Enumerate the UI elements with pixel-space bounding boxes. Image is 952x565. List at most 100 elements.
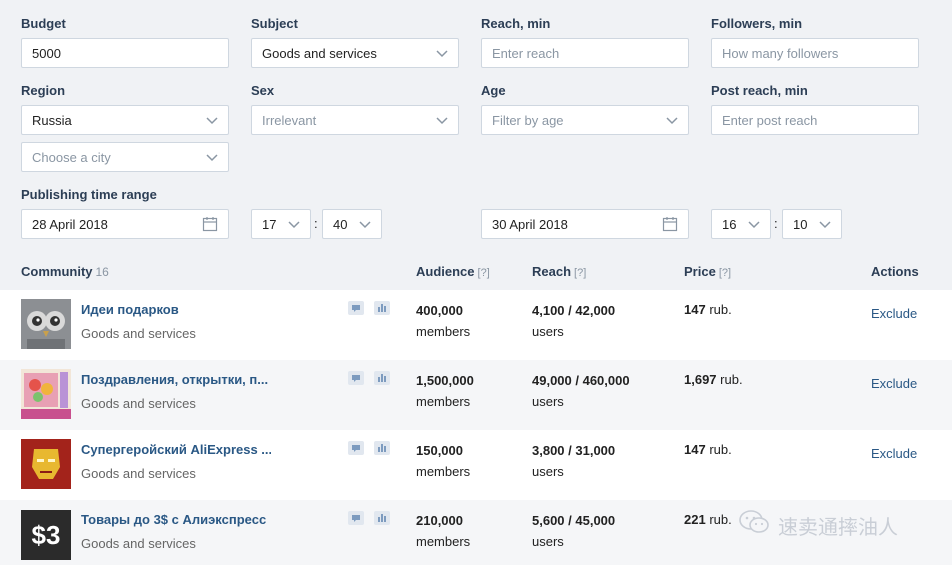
community-name-link[interactable]: Идеи подарков <box>81 302 179 317</box>
message-icon[interactable] <box>348 301 364 315</box>
price-header-label: Price <box>684 264 716 279</box>
actions-header: Actions <box>871 264 919 279</box>
from-hour-select[interactable]: 17 <box>251 209 311 239</box>
message-icon[interactable] <box>348 511 364 525</box>
audience-value: 1,500,000 <box>416 373 474 388</box>
community-subject: Goods and services <box>81 326 196 341</box>
exclude-link[interactable]: Exclude <box>871 306 918 321</box>
exclude-link[interactable]: Exclude <box>871 446 918 461</box>
price-cell: 221 rub. <box>684 512 732 527</box>
table-row: Идеи подарков Goods and services 400,000… <box>0 290 952 360</box>
city-select[interactable]: Choose a city <box>21 142 229 172</box>
reach-min-input[interactable]: Enter reach <box>481 38 689 68</box>
publishing-time-label: Publishing time range <box>21 187 157 202</box>
chevron-down-icon <box>748 218 760 230</box>
reach-unit: users <box>532 534 564 549</box>
dollar3-avatar-text: $3 <box>31 519 61 550</box>
from-date-input[interactable]: 28 April 2018 <box>21 209 229 239</box>
region-select[interactable]: Russia <box>21 105 229 135</box>
community-subject: Goods and services <box>81 466 196 481</box>
reach-min-placeholder: Enter reach <box>492 45 560 61</box>
time-separator: : <box>314 216 318 231</box>
budget-label: Budget <box>21 16 66 31</box>
message-icon[interactable] <box>348 441 364 455</box>
reach-value: 3,800 / 31,000 <box>532 443 616 458</box>
price-header[interactable]: Price [?] <box>684 264 731 279</box>
chevron-down-icon <box>666 114 678 126</box>
chevron-down-icon <box>359 218 371 230</box>
community-header[interactable]: Community 16 <box>21 264 109 279</box>
reach-unit: users <box>532 394 564 409</box>
price-cell: 147 rub. <box>684 302 732 317</box>
exclude-link[interactable]: Exclude <box>871 376 918 391</box>
audience-value: 400,000 <box>416 303 463 318</box>
dollar3-avatar[interactable]: $3 <box>21 510 71 560</box>
reach-min-label: Reach, min <box>481 16 551 31</box>
price-cell: 147 rub. <box>684 442 732 457</box>
reach-header[interactable]: Reach [?] <box>532 264 586 279</box>
chevron-down-icon <box>206 151 218 163</box>
to-hour-select[interactable]: 16 <box>711 209 771 239</box>
calendar-icon[interactable] <box>202 216 218 232</box>
from-hour-value: 17 <box>262 216 277 232</box>
price-unit: rub. <box>709 442 732 457</box>
community-name-link[interactable]: Супергеройский AliExpress ... <box>81 442 271 457</box>
help-icon[interactable]: [?] <box>477 267 490 279</box>
community-subject: Goods and services <box>81 396 196 411</box>
chevron-down-icon <box>819 218 831 230</box>
audience-value: 150,000 <box>416 443 463 458</box>
budget-input[interactable]: 5000 <box>21 38 229 68</box>
chevron-down-icon <box>436 47 448 59</box>
watermark-text: 速卖通摔油人 <box>778 516 898 539</box>
post-reach-min-input[interactable]: Enter post reach <box>711 105 919 135</box>
stats-icon[interactable] <box>374 511 390 525</box>
help-icon[interactable]: [?] <box>574 267 587 279</box>
stats-icon[interactable] <box>374 301 390 315</box>
message-icon[interactable] <box>348 371 364 385</box>
audience-unit: members <box>416 394 471 409</box>
to-minute-select[interactable]: 10 <box>782 209 842 239</box>
postcards-avatar[interactable] <box>21 369 71 419</box>
price-value: 147 <box>684 442 706 457</box>
from-minute-value: 40 <box>333 216 348 232</box>
audience-unit: members <box>416 324 471 339</box>
owls-avatar[interactable] <box>21 299 71 349</box>
community-name-link[interactable]: Поздравления, открытки, п... <box>81 372 269 387</box>
post-reach-min-label: Post reach, min <box>711 83 808 98</box>
subject-select[interactable]: Goods and services <box>251 38 459 68</box>
table-row: $3 Товары до 3$ с Алиэкспресс Goods and … <box>0 500 952 565</box>
chevron-down-icon <box>436 114 448 126</box>
age-label: Age <box>481 83 506 98</box>
table-row: Поздравления, открытки, п... Goods and s… <box>0 360 952 430</box>
chevron-down-icon <box>206 114 218 126</box>
audience-header[interactable]: Audience [?] <box>416 264 490 279</box>
sex-value: Irrelevant <box>262 112 317 128</box>
subject-label: Subject <box>251 16 298 31</box>
reach-value: 4,100 / 42,000 <box>532 303 616 318</box>
age-select[interactable]: Filter by age <box>481 105 689 135</box>
price-value: 221 <box>684 512 706 527</box>
followers-min-label: Followers, min <box>711 16 803 31</box>
ironman-avatar[interactable] <box>21 439 71 489</box>
to-minute-value: 10 <box>793 216 808 232</box>
followers-min-input[interactable]: How many followers <box>711 38 919 68</box>
price-value: 147 <box>684 302 706 317</box>
price-cell: 1,697 rub. <box>684 372 743 387</box>
chevron-down-icon <box>288 218 300 230</box>
sex-select[interactable]: Irrelevant <box>251 105 459 135</box>
stats-icon[interactable] <box>374 371 390 385</box>
audience-header-label: Audience <box>416 264 475 279</box>
price-unit: rub. <box>709 302 732 317</box>
to-date-input[interactable]: 30 April 2018 <box>481 209 689 239</box>
community-subject: Goods and services <box>81 536 196 551</box>
help-icon[interactable]: [?] <box>718 267 732 279</box>
stats-icon[interactable] <box>374 441 390 455</box>
from-minute-select[interactable]: 40 <box>322 209 382 239</box>
region-value: Russia <box>32 112 72 128</box>
from-date-value: 28 April 2018 <box>32 216 108 232</box>
region-label: Region <box>21 83 66 98</box>
calendar-icon[interactable] <box>662 216 678 232</box>
community-name-link[interactable]: Товары до 3$ с Алиэкспресс <box>81 512 267 527</box>
community-count: 16 <box>95 265 109 279</box>
price-unit: rub. <box>709 512 732 527</box>
